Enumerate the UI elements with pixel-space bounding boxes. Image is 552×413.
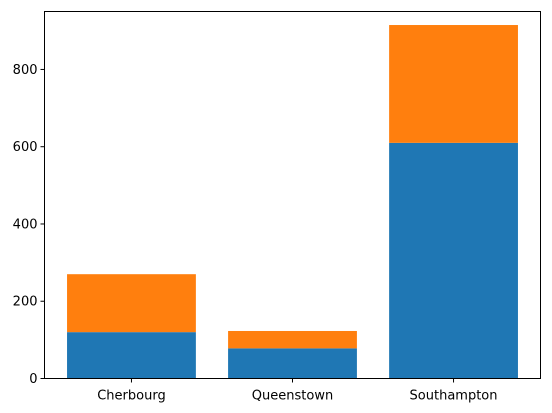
y-tick-label: 600: [13, 140, 38, 155]
bar-southampton-series-2: [389, 25, 518, 143]
bar-queenstown-series-1: [228, 348, 357, 379]
x-tick-label: Cherbourg: [97, 389, 165, 404]
bar-cherbourg-series-1: [67, 332, 196, 379]
y-tick-label: 800: [13, 63, 38, 78]
bar-cherbourg-series-2: [67, 274, 196, 333]
x-tick-label: Southampton: [410, 389, 498, 404]
x-tick-label: Queenstown: [252, 389, 333, 404]
bars-group: [67, 25, 518, 379]
bar-queenstown-series-2: [228, 330, 357, 349]
plot-frame: [44, 11, 541, 379]
y-tick-label: 400: [13, 217, 38, 232]
y-axis: 0 200 400 600 800: [13, 63, 45, 387]
y-tick-label: 0: [29, 372, 37, 387]
x-axis: Cherbourg Queenstown Southampton: [97, 378, 498, 404]
bar-southampton-series-1: [389, 142, 518, 379]
y-tick-label: 200: [13, 295, 38, 310]
